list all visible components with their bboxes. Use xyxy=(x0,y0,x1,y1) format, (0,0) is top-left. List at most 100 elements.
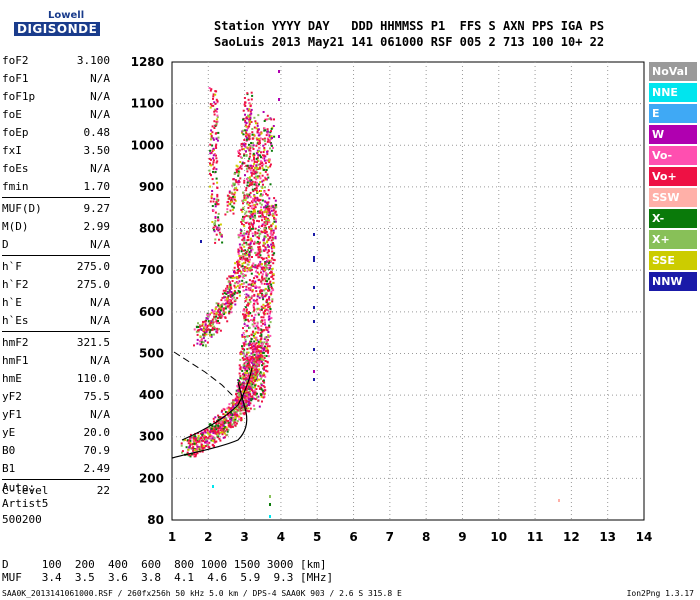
echo-dot xyxy=(215,428,218,431)
echo-dot xyxy=(214,132,217,135)
echo-dot xyxy=(245,293,248,296)
echo-dot xyxy=(255,331,258,334)
echo-dot xyxy=(228,421,231,424)
echo-dot xyxy=(220,410,223,413)
echo-dot xyxy=(246,370,248,372)
echo-dot xyxy=(221,303,224,306)
echo-dot xyxy=(230,275,233,278)
echo-dot xyxy=(243,139,246,141)
echo-dot xyxy=(236,406,239,409)
plot-frame xyxy=(171,61,645,521)
echo-dot xyxy=(207,320,210,323)
echo-dot xyxy=(249,110,252,113)
echo-dot xyxy=(193,328,196,331)
echo-dot xyxy=(245,314,248,317)
echo-dot xyxy=(226,421,229,424)
echo-dot xyxy=(245,138,248,141)
echo-dot xyxy=(237,289,240,292)
echo-dot xyxy=(263,147,266,149)
echo-dot xyxy=(194,435,197,438)
echo-dot xyxy=(220,423,223,426)
param-value: N/A xyxy=(90,72,110,85)
echo-dot xyxy=(230,201,233,204)
echo-dot xyxy=(264,321,266,324)
param-name: h`Es xyxy=(2,314,29,327)
echo-dot xyxy=(204,429,206,432)
echo-dot xyxy=(262,223,265,226)
echo-dot xyxy=(249,216,252,218)
echo-dot xyxy=(267,334,270,337)
echo-dot xyxy=(249,390,251,393)
echo-dot xyxy=(243,409,246,412)
echo-dot xyxy=(230,417,233,420)
echo-dot xyxy=(264,209,267,212)
echo-dot xyxy=(256,176,259,179)
echo-dot xyxy=(242,143,245,146)
echo-dot xyxy=(264,365,267,368)
echo-dot xyxy=(202,344,204,347)
echo-dot xyxy=(268,255,270,258)
echo-dot xyxy=(210,324,213,327)
echo-dot xyxy=(249,347,252,349)
echo-dot xyxy=(262,241,265,244)
echo-dot xyxy=(267,201,270,204)
echo-dot xyxy=(270,286,273,289)
echo-dot xyxy=(232,182,235,185)
echo-dot xyxy=(265,300,268,303)
echo-dot xyxy=(250,207,253,210)
echo-dot xyxy=(246,253,249,256)
echo-dot xyxy=(249,182,251,184)
echo-dot xyxy=(244,142,247,145)
echo-dot xyxy=(240,283,243,286)
echo-dot xyxy=(262,307,265,309)
echo-dot xyxy=(264,200,267,203)
echo-dot xyxy=(251,180,254,183)
echo-dot xyxy=(255,152,258,155)
echo-dot xyxy=(239,412,242,415)
echo-dot xyxy=(237,167,240,170)
echo-dot xyxy=(256,396,259,399)
echo-dot xyxy=(253,356,256,359)
echo-dot xyxy=(256,130,259,133)
echo-dot xyxy=(261,275,264,278)
echo-dot xyxy=(216,434,219,437)
echo-dot xyxy=(246,194,249,197)
param-name: fxI xyxy=(2,144,22,157)
echo-dot xyxy=(226,433,229,436)
echo-dot xyxy=(237,170,240,173)
echo-dot xyxy=(234,403,237,406)
echo-dot xyxy=(219,416,222,419)
echo-dot xyxy=(244,269,247,272)
echo-dot xyxy=(242,218,245,220)
echo-dot xyxy=(263,224,266,227)
echo-dot xyxy=(215,143,218,146)
echo-dot xyxy=(264,309,266,312)
echo-dot xyxy=(247,160,250,163)
echo-dot xyxy=(270,260,272,263)
echo-dot xyxy=(248,296,251,299)
echo-dot xyxy=(271,267,274,270)
echo-dot xyxy=(266,223,269,225)
echo-dot xyxy=(264,246,267,249)
echo-dot xyxy=(257,264,260,267)
param-value: 275.0 xyxy=(76,278,110,291)
echo-dot xyxy=(246,196,249,199)
echo-dot xyxy=(259,172,262,175)
echo-dot xyxy=(214,145,217,148)
echo-dot xyxy=(217,302,220,305)
y-tick-label: 500 xyxy=(139,346,164,360)
echo-dot xyxy=(239,234,242,237)
logo-digisonde-text: DIGISONDE xyxy=(14,22,101,36)
echo-dot xyxy=(270,149,273,152)
echo-dot xyxy=(242,261,245,264)
echo-dot xyxy=(260,384,263,387)
echo-dot xyxy=(206,341,209,344)
echo-dot xyxy=(223,431,226,434)
echo-dot xyxy=(242,289,245,292)
echo-dot xyxy=(247,320,250,323)
echo-dot xyxy=(216,114,219,117)
echo-dot xyxy=(217,417,220,420)
echo-dot xyxy=(247,374,250,377)
echo-dot xyxy=(196,338,199,341)
echo-dot xyxy=(221,409,223,412)
